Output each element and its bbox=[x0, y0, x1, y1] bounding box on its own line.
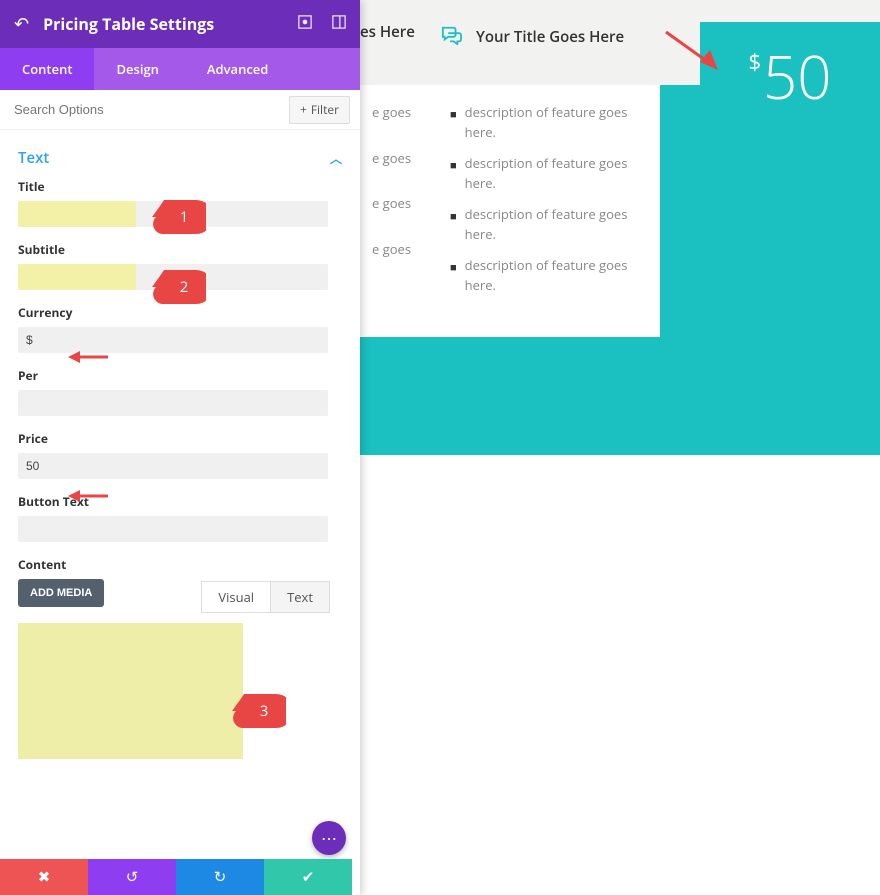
dock-icon[interactable] bbox=[332, 15, 346, 34]
arrow-preview-price bbox=[662, 28, 722, 74]
list-item: ■description of feature goes here. bbox=[450, 154, 648, 193]
redo-icon: ↻ bbox=[214, 867, 227, 887]
more-actions-button[interactable]: ⋯ bbox=[312, 821, 346, 855]
chevron-up-icon: ︿ bbox=[330, 150, 342, 167]
back-icon[interactable]: ↶ bbox=[14, 12, 29, 36]
label-title: Title bbox=[18, 178, 342, 195]
editor-tab-visual[interactable]: Visual bbox=[201, 581, 271, 613]
panel-title: Pricing Table Settings bbox=[43, 13, 278, 35]
tab-advanced[interactable]: Advanced bbox=[185, 48, 290, 90]
section-text-header[interactable]: Text ︿ bbox=[18, 140, 342, 178]
price-input[interactable] bbox=[18, 453, 328, 479]
check-icon: ✔ bbox=[302, 867, 315, 887]
price-currency: $ bbox=[748, 47, 761, 77]
label-subtitle: Subtitle bbox=[18, 241, 342, 258]
price-display: $ 50 bbox=[700, 22, 880, 130]
panel-tabs: Content Design Advanced bbox=[0, 48, 360, 90]
panel-header: ↶ Pricing Table Settings bbox=[0, 0, 360, 48]
label-button-text: Button Text bbox=[18, 493, 342, 510]
label-content: Content bbox=[18, 556, 342, 573]
tab-design[interactable]: Design bbox=[94, 48, 180, 90]
label-currency: Currency bbox=[18, 304, 342, 321]
callout-2: 2 bbox=[152, 270, 206, 304]
list-item: ■description of feature goes here. bbox=[450, 205, 648, 244]
close-icon: ✖ bbox=[38, 867, 51, 887]
search-input[interactable] bbox=[0, 102, 289, 117]
filter-button[interactable]: +Filter bbox=[289, 96, 350, 124]
arrow-currency bbox=[68, 349, 108, 365]
redo-button[interactable]: ↻ bbox=[176, 859, 264, 895]
feature-list: e goes e goes e goes e goes ■description… bbox=[360, 85, 660, 337]
cancel-button[interactable]: ✖ bbox=[0, 859, 88, 895]
preview-title-right: Your Title Goes Here bbox=[476, 27, 624, 47]
list-item: ■description of feature goes here. bbox=[450, 256, 648, 295]
preview-title-left-partial: es Here bbox=[360, 22, 430, 42]
undo-icon: ↺ bbox=[126, 867, 139, 887]
editor-tab-text[interactable]: Text bbox=[271, 581, 330, 613]
tab-content[interactable]: Content bbox=[0, 48, 94, 90]
svg-text:2: 2 bbox=[180, 277, 189, 297]
currency-input[interactable] bbox=[18, 327, 328, 353]
settings-panel: ↶ Pricing Table Settings Content Design … bbox=[0, 0, 360, 895]
callout-1: 1 bbox=[152, 200, 206, 234]
panel-footer: ✖ ↺ ↻ ✔ bbox=[0, 859, 352, 895]
fullscreen-icon[interactable] bbox=[298, 15, 312, 34]
content-editor[interactable] bbox=[18, 623, 243, 759]
chat-icon bbox=[440, 22, 462, 52]
list-item: ■description of feature goes here. bbox=[450, 103, 648, 142]
add-media-button[interactable]: ADD MEDIA bbox=[18, 579, 104, 607]
arrow-price bbox=[68, 488, 108, 504]
label-price: Price bbox=[18, 430, 342, 447]
label-per: Per bbox=[18, 367, 342, 384]
undo-button[interactable]: ↺ bbox=[88, 859, 176, 895]
save-button[interactable]: ✔ bbox=[264, 859, 352, 895]
button-text-input[interactable] bbox=[18, 516, 328, 542]
search-bar: +Filter bbox=[0, 90, 360, 130]
svg-text:3: 3 bbox=[260, 701, 269, 721]
svg-text:1: 1 bbox=[180, 207, 189, 227]
callout-3: 3 bbox=[232, 694, 286, 728]
per-input[interactable] bbox=[18, 390, 328, 416]
price-value: 50 bbox=[763, 35, 832, 117]
